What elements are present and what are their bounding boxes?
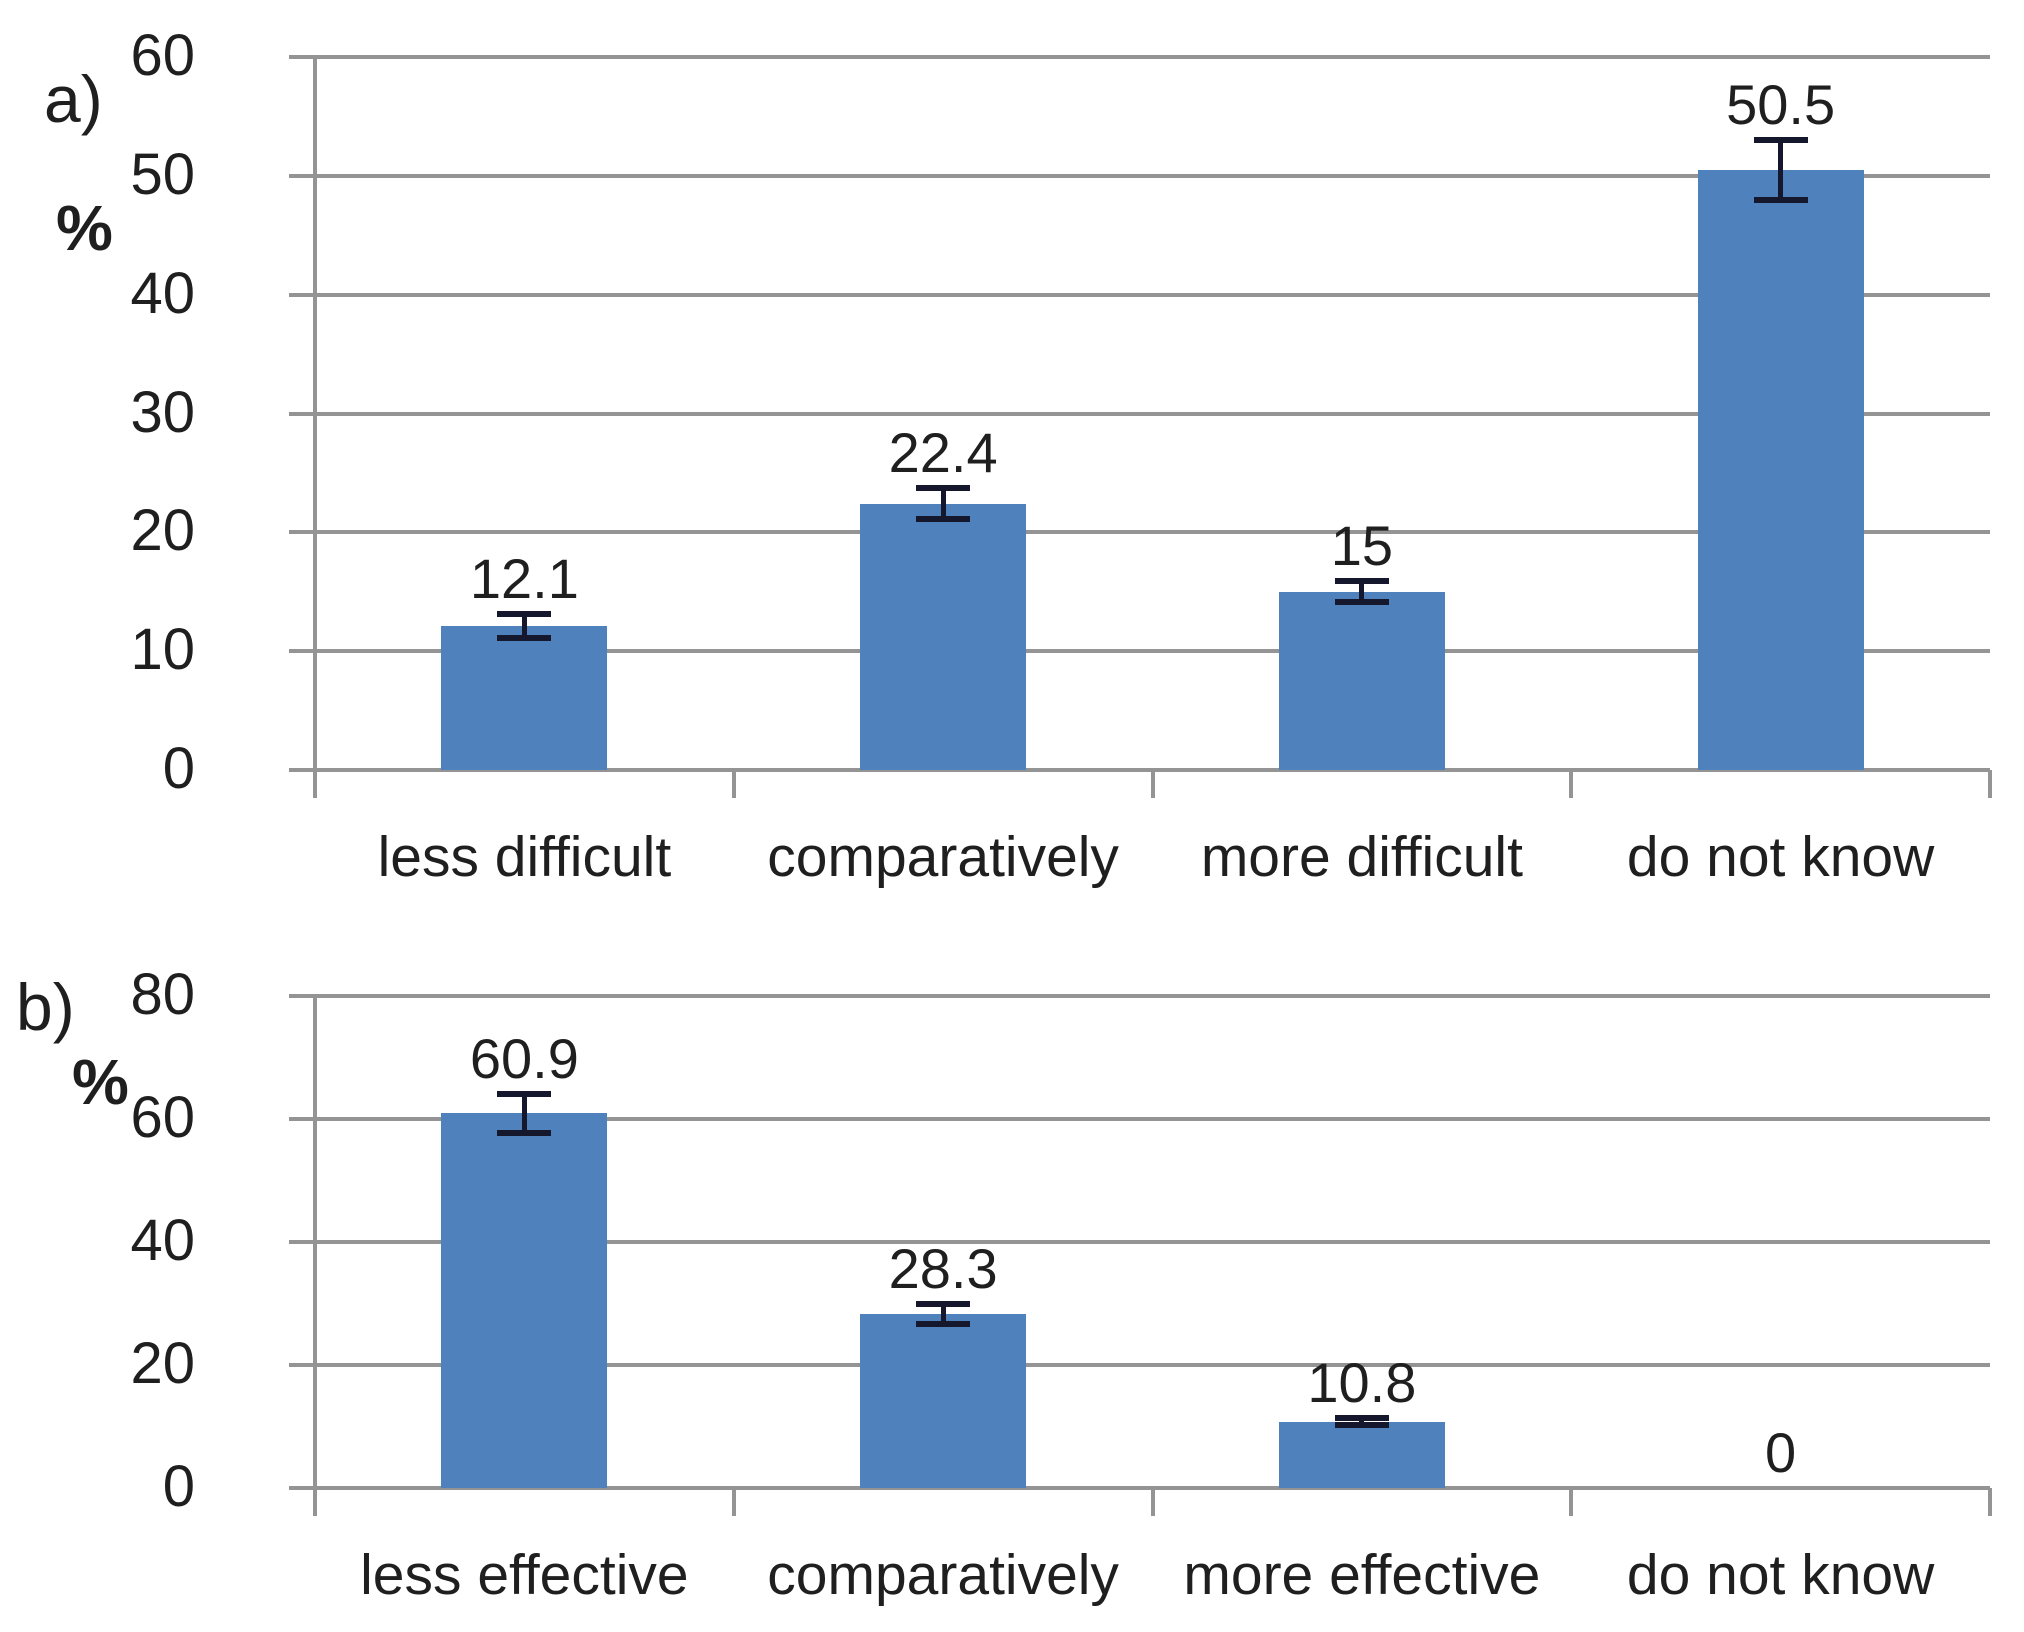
x-axis-tick: [1569, 1488, 1574, 1516]
error-bar-cap-top: [1334, 578, 1389, 585]
panel-a-label: a): [44, 62, 103, 136]
y-tick-label: 50: [130, 141, 195, 207]
x-axis-tick: [1569, 770, 1574, 798]
gridline-0: [289, 768, 1990, 772]
error-bar-cap-bottom: [497, 1130, 552, 1137]
y-tick-label: 60: [130, 1085, 195, 1150]
bar-value-label: 50.5: [1726, 73, 1836, 137]
gridline-60: [289, 1117, 1990, 1121]
y-axis-line: [313, 57, 317, 798]
error-bar-stem: [521, 614, 527, 639]
panel-a-y-axis-unit-label: %: [56, 192, 113, 264]
error-bar-cap-top: [1753, 137, 1808, 144]
gridline-60: [289, 55, 1990, 59]
error-bar-cap-bottom: [497, 635, 552, 642]
gridline-0: [289, 1486, 1990, 1490]
bar: [1278, 591, 1445, 770]
gridline-10: [289, 649, 1990, 654]
bar-value-label: 60.9: [469, 1026, 579, 1090]
x-axis-tick: [1150, 1488, 1155, 1516]
error-bar-stem: [521, 1093, 527, 1134]
y-tick-label: 60: [130, 23, 195, 88]
y-tick-label: 80: [130, 962, 195, 1027]
bar-value-label: 0: [1765, 1421, 1797, 1484]
error-bar-cap-bottom: [916, 1320, 971, 1327]
gridline-20: [289, 530, 1990, 535]
category-label: more difficult: [1200, 825, 1523, 889]
error-bar-cap-top: [497, 611, 552, 618]
category-label: comparatively: [767, 1543, 1119, 1607]
x-axis-tick: [731, 1488, 736, 1516]
panel-b-label: b): [16, 970, 75, 1044]
error-bar-stem: [1778, 140, 1784, 200]
bar: [1278, 1421, 1445, 1488]
bar-value-label: 22.4: [888, 421, 998, 485]
y-tick-label: 0: [162, 1454, 195, 1519]
category-label: do not know: [1626, 1543, 1935, 1607]
category-label: comparatively: [767, 825, 1119, 889]
y-tick-label: 10: [130, 617, 195, 683]
gridline-30: [289, 411, 1990, 416]
bar-value-label: 10.8: [1307, 1350, 1417, 1414]
error-bar-cap-bottom: [1334, 1422, 1389, 1429]
bar: [860, 503, 1027, 770]
x-axis-tick: [1988, 770, 1992, 798]
x-axis-tick: [1988, 1488, 1992, 1516]
gridline-50: [289, 173, 1990, 178]
error-bar-stem: [1359, 1417, 1365, 1426]
bar-value-label: 12.1: [469, 547, 579, 611]
error-bar-stem: [940, 488, 946, 520]
category-label: do not know: [1626, 825, 1935, 889]
gridline-40: [289, 292, 1990, 297]
bar: [441, 626, 608, 770]
y-tick-label: 30: [130, 379, 195, 445]
bar: [1697, 169, 1864, 770]
y-tick-label: 20: [130, 1331, 195, 1396]
category-label: less difficult: [377, 825, 672, 889]
error-bar-cap-top: [497, 1090, 552, 1097]
error-bar-stem: [940, 1304, 946, 1324]
bar-value-label: 15: [1330, 514, 1394, 578]
y-tick-label: 40: [130, 260, 195, 326]
x-axis-tick: [1150, 770, 1155, 798]
gridline-80: [289, 994, 1990, 998]
panel-b-y-axis-unit-label: %: [72, 1046, 129, 1118]
y-tick-label: 20: [130, 498, 195, 564]
category-label: less effective: [360, 1543, 689, 1607]
bar: [860, 1313, 1027, 1488]
error-bar-stem: [1359, 581, 1365, 603]
y-axis-line: [313, 996, 317, 1516]
error-bar-cap-top: [916, 485, 971, 492]
x-axis-tick: [731, 770, 736, 798]
gridline-20: [289, 1363, 1990, 1367]
error-bar-cap-bottom: [1753, 196, 1808, 203]
error-bar-cap-bottom: [916, 516, 971, 523]
y-tick-label: 40: [130, 1208, 195, 1273]
gridline-40: [289, 1240, 1990, 1244]
error-bar-cap-top: [1334, 1414, 1389, 1421]
bar: [441, 1113, 608, 1488]
y-tick-label: 0: [162, 736, 195, 801]
category-label: more effective: [1183, 1543, 1541, 1607]
error-bar-cap-bottom: [1334, 599, 1389, 606]
error-bar-cap-top: [916, 1301, 971, 1308]
bar-value-label: 28.3: [888, 1237, 998, 1301]
